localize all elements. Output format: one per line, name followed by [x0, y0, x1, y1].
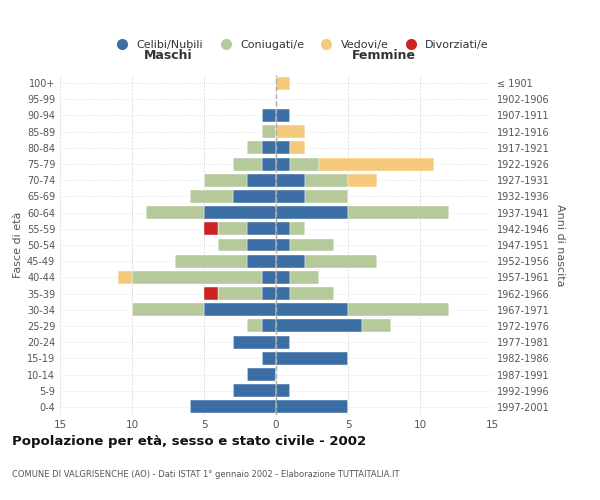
Y-axis label: Anni di nascita: Anni di nascita	[555, 204, 565, 286]
Bar	[362, 320, 391, 332]
Bar	[276, 400, 348, 413]
Bar	[233, 190, 276, 203]
Bar	[247, 320, 262, 332]
Bar	[290, 271, 319, 284]
Bar	[348, 174, 377, 186]
Bar	[276, 254, 305, 268]
Bar	[348, 304, 449, 316]
Bar	[276, 174, 305, 186]
Bar	[175, 254, 247, 268]
Bar	[276, 271, 290, 284]
Text: Femmine: Femmine	[352, 49, 416, 62]
Bar	[118, 271, 132, 284]
Bar	[305, 254, 377, 268]
Bar	[262, 125, 276, 138]
Bar	[276, 190, 305, 203]
Bar	[276, 336, 290, 348]
Text: COMUNE DI VALGRISENCHE (AO) - Dati ISTAT 1° gennaio 2002 - Elaborazione TUTTAITA: COMUNE DI VALGRISENCHE (AO) - Dati ISTAT…	[12, 470, 400, 479]
Bar	[276, 384, 290, 397]
Bar	[276, 76, 290, 90]
Bar	[276, 352, 348, 365]
Bar	[348, 206, 449, 219]
Bar	[290, 158, 319, 170]
Bar	[190, 190, 233, 203]
Bar	[204, 222, 218, 235]
Bar	[276, 320, 362, 332]
Bar	[319, 158, 434, 170]
Bar	[290, 287, 334, 300]
Bar	[146, 206, 204, 219]
Bar	[247, 174, 276, 186]
Bar	[262, 158, 276, 170]
Bar	[262, 109, 276, 122]
Bar	[290, 238, 334, 252]
Bar	[247, 142, 262, 154]
Bar	[276, 238, 290, 252]
Bar	[204, 206, 276, 219]
Bar	[290, 142, 305, 154]
Bar	[262, 142, 276, 154]
Bar	[276, 287, 290, 300]
Bar	[305, 190, 348, 203]
Bar	[132, 304, 204, 316]
Bar	[276, 125, 305, 138]
Bar	[305, 174, 348, 186]
Bar	[276, 158, 290, 170]
Bar	[132, 271, 262, 284]
Bar	[218, 287, 262, 300]
Bar	[262, 271, 276, 284]
Bar	[262, 352, 276, 365]
Bar	[262, 320, 276, 332]
Bar	[276, 222, 290, 235]
Bar	[247, 254, 276, 268]
Y-axis label: Fasce di età: Fasce di età	[13, 212, 23, 278]
Bar	[204, 287, 218, 300]
Bar	[233, 384, 276, 397]
Bar	[276, 304, 348, 316]
Bar	[276, 206, 348, 219]
Bar	[204, 174, 247, 186]
Bar	[290, 222, 305, 235]
Bar	[190, 400, 276, 413]
Bar	[204, 304, 276, 316]
Bar	[247, 222, 276, 235]
Bar	[247, 238, 276, 252]
Bar	[276, 142, 290, 154]
Bar	[218, 238, 247, 252]
Bar	[233, 158, 262, 170]
Legend: Celibi/Nubili, Coniugati/e, Vedovi/e, Divorziati/e: Celibi/Nubili, Coniugati/e, Vedovi/e, Di…	[107, 36, 493, 54]
Bar	[233, 336, 276, 348]
Bar	[262, 287, 276, 300]
Text: Maschi: Maschi	[143, 49, 193, 62]
Bar	[276, 109, 290, 122]
Bar	[218, 222, 247, 235]
Text: Popolazione per età, sesso e stato civile - 2002: Popolazione per età, sesso e stato civil…	[12, 435, 366, 448]
Bar	[247, 368, 276, 381]
